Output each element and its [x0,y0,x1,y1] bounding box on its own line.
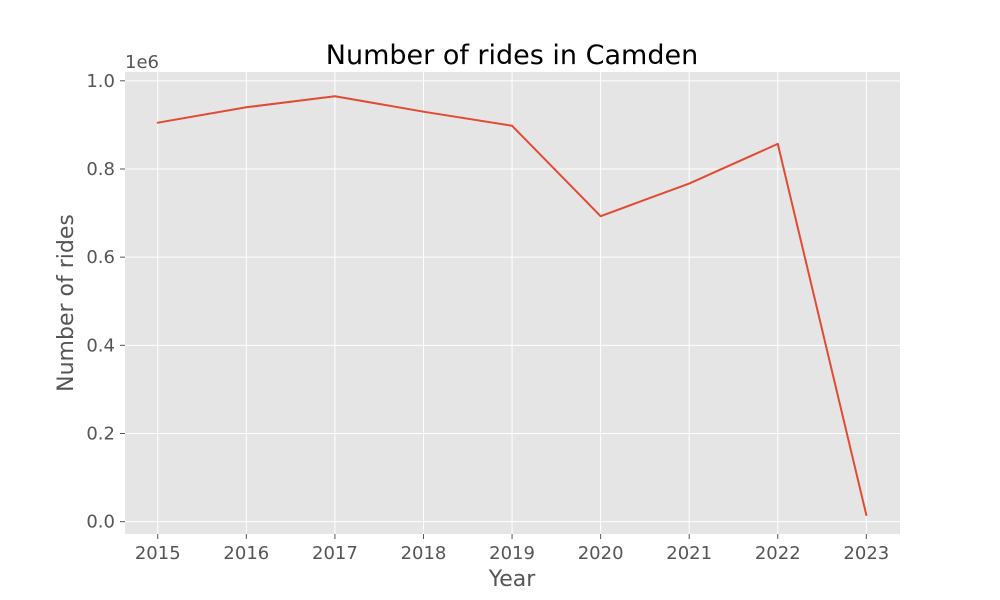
y-tick-label: 0.6 [86,247,115,268]
data-point [245,106,248,109]
series-layer [156,95,868,517]
x-axis-label: Year [488,567,537,592]
data-point [688,182,691,185]
data-point [865,514,868,517]
y-tick-label: 0.0 [86,512,115,533]
y-offset-label: 1e6 [125,52,159,73]
y-tick-label: 0.8 [86,159,115,180]
data-point [776,142,779,145]
data-point [511,124,514,127]
x-tick-label: 2016 [223,543,269,564]
data-point [599,215,602,218]
x-tick-label: 2017 [312,543,358,564]
data-point [156,121,159,124]
x-tick-label: 2020 [578,543,624,564]
x-tick-label: 2015 [135,543,181,564]
y-axis-label: Number of rides [54,214,79,392]
y-tick-label: 0.2 [86,423,115,444]
y-tick-label: 0.4 [86,335,115,356]
y-axis: 0.0 0.2 0.4 0.6 0.8 1.0 [86,71,125,533]
x-tick-label: 2019 [489,543,535,564]
x-tick-label: 2022 [755,543,801,564]
y-tick-label: 1.0 [86,71,115,92]
x-tick-label: 2018 [401,543,447,564]
data-point [333,95,336,98]
x-axis: 2015 2016 2017 2018 2019 2020 2021 2022 2023 [135,534,889,564]
grid-lines [125,72,900,534]
x-tick-label: 2023 [843,543,889,564]
x-tick-label: 2021 [666,543,712,564]
chart-title: Number of rides in Camden [326,40,698,71]
data-point [422,110,425,113]
